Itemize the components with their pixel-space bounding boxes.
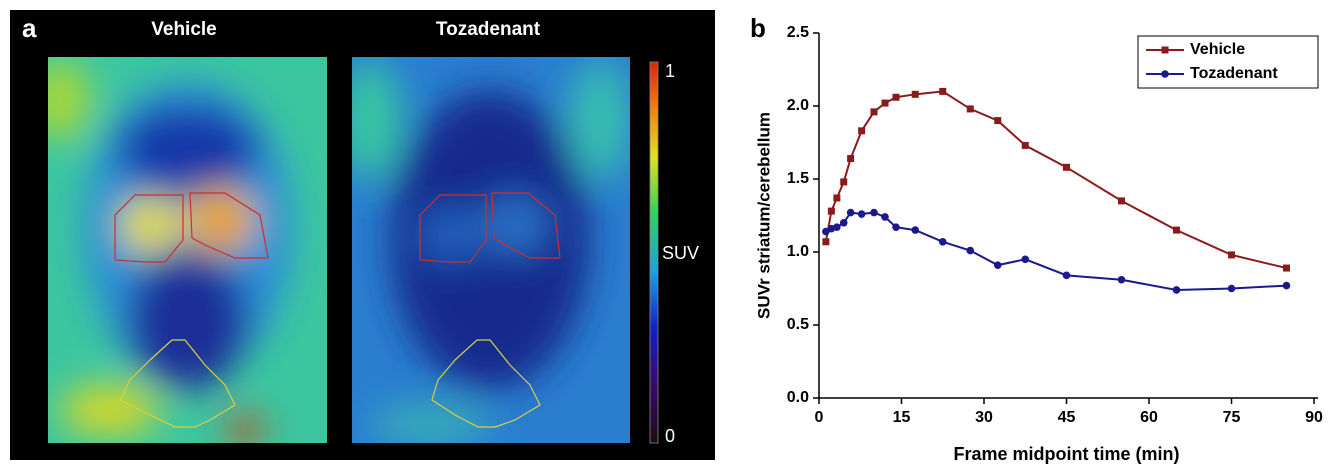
data-point	[828, 208, 835, 215]
panel-label: a	[22, 13, 37, 43]
y-tick-label: 0.5	[787, 316, 809, 333]
data-point	[847, 209, 855, 217]
data-point	[1228, 285, 1236, 293]
x-tick-label: 60	[1140, 409, 1158, 426]
image-title: Tozadenant	[436, 19, 541, 40]
x-tick-label: 45	[1058, 409, 1076, 426]
legend-marker	[1161, 70, 1169, 78]
panel-b: b 0.0 0.5 1.0 1.5 2.0 2.5 0 15 30 45 60 75 90 Frame mi…	[750, 13, 1323, 464]
figure: a Vehicle Tozadenant 0 1 SUV b 0.0 0.5 1.0 1.5 2.0…	[0, 0, 1339, 465]
data-point	[911, 226, 919, 234]
data-point	[967, 105, 974, 112]
legend-marker	[1162, 47, 1169, 54]
x-tick-label: 0	[815, 409, 824, 426]
colorbar	[650, 62, 658, 443]
colorbar-label: SUV	[662, 243, 699, 263]
data-point	[871, 108, 878, 115]
data-point	[1283, 282, 1291, 290]
data-point	[994, 261, 1002, 269]
data-point	[858, 210, 866, 218]
data-point	[870, 209, 878, 217]
data-point	[833, 223, 841, 231]
data-point	[1283, 265, 1290, 272]
y-tick-label: 1.0	[787, 243, 809, 260]
x-tick-label: 30	[975, 409, 993, 426]
colorbar-tick-label: 1	[665, 61, 675, 81]
x-tick-label: 15	[893, 409, 911, 426]
series-line	[826, 91, 1287, 268]
data-point	[822, 238, 829, 245]
colorbar-tick-label: 0	[665, 426, 675, 446]
data-point	[1228, 251, 1235, 258]
data-point	[892, 223, 900, 231]
y-tick-label: 1.5	[787, 170, 809, 187]
data-point	[912, 91, 919, 98]
data-point	[1118, 197, 1125, 204]
legend-label: Tozadenant	[1190, 65, 1278, 82]
tozadenant-image	[340, 57, 630, 445]
data-point	[939, 88, 946, 95]
data-point	[1063, 164, 1070, 171]
data-point	[1118, 276, 1126, 284]
data-point	[893, 94, 900, 101]
y-tick-label: 0.0	[787, 389, 809, 406]
data-point	[840, 219, 848, 227]
x-tick-label: 90	[1305, 409, 1323, 426]
data-point	[881, 213, 889, 221]
data-point	[1022, 142, 1029, 149]
legend-label: Vehicle	[1190, 41, 1245, 58]
data-point	[1021, 255, 1029, 263]
x-axis-label: Frame midpoint time (min)	[953, 444, 1179, 464]
data-point	[882, 100, 889, 107]
data-point	[858, 127, 865, 134]
vehicle-image	[30, 57, 327, 444]
data-point	[1173, 286, 1181, 294]
y-tick-label: 2.0	[787, 97, 809, 114]
data-point	[1063, 272, 1071, 280]
data-point	[966, 247, 974, 255]
x-tick-label: 75	[1223, 409, 1241, 426]
page: a Vehicle Tozadenant 0 1 SUV b 0.0 0.5 1.0 1.5 2.0…	[0, 0, 1339, 465]
data-point	[847, 155, 854, 162]
image-title: Vehicle	[151, 19, 217, 40]
data-point	[1173, 227, 1180, 234]
data-point	[939, 238, 947, 246]
data-point	[994, 117, 1001, 124]
y-tick-label: 2.5	[787, 24, 809, 41]
y-axis-label: SUVr striatum/cerebellum	[754, 112, 773, 319]
panel-label: b	[750, 13, 766, 43]
data-point	[840, 178, 847, 185]
data-point	[833, 194, 840, 201]
